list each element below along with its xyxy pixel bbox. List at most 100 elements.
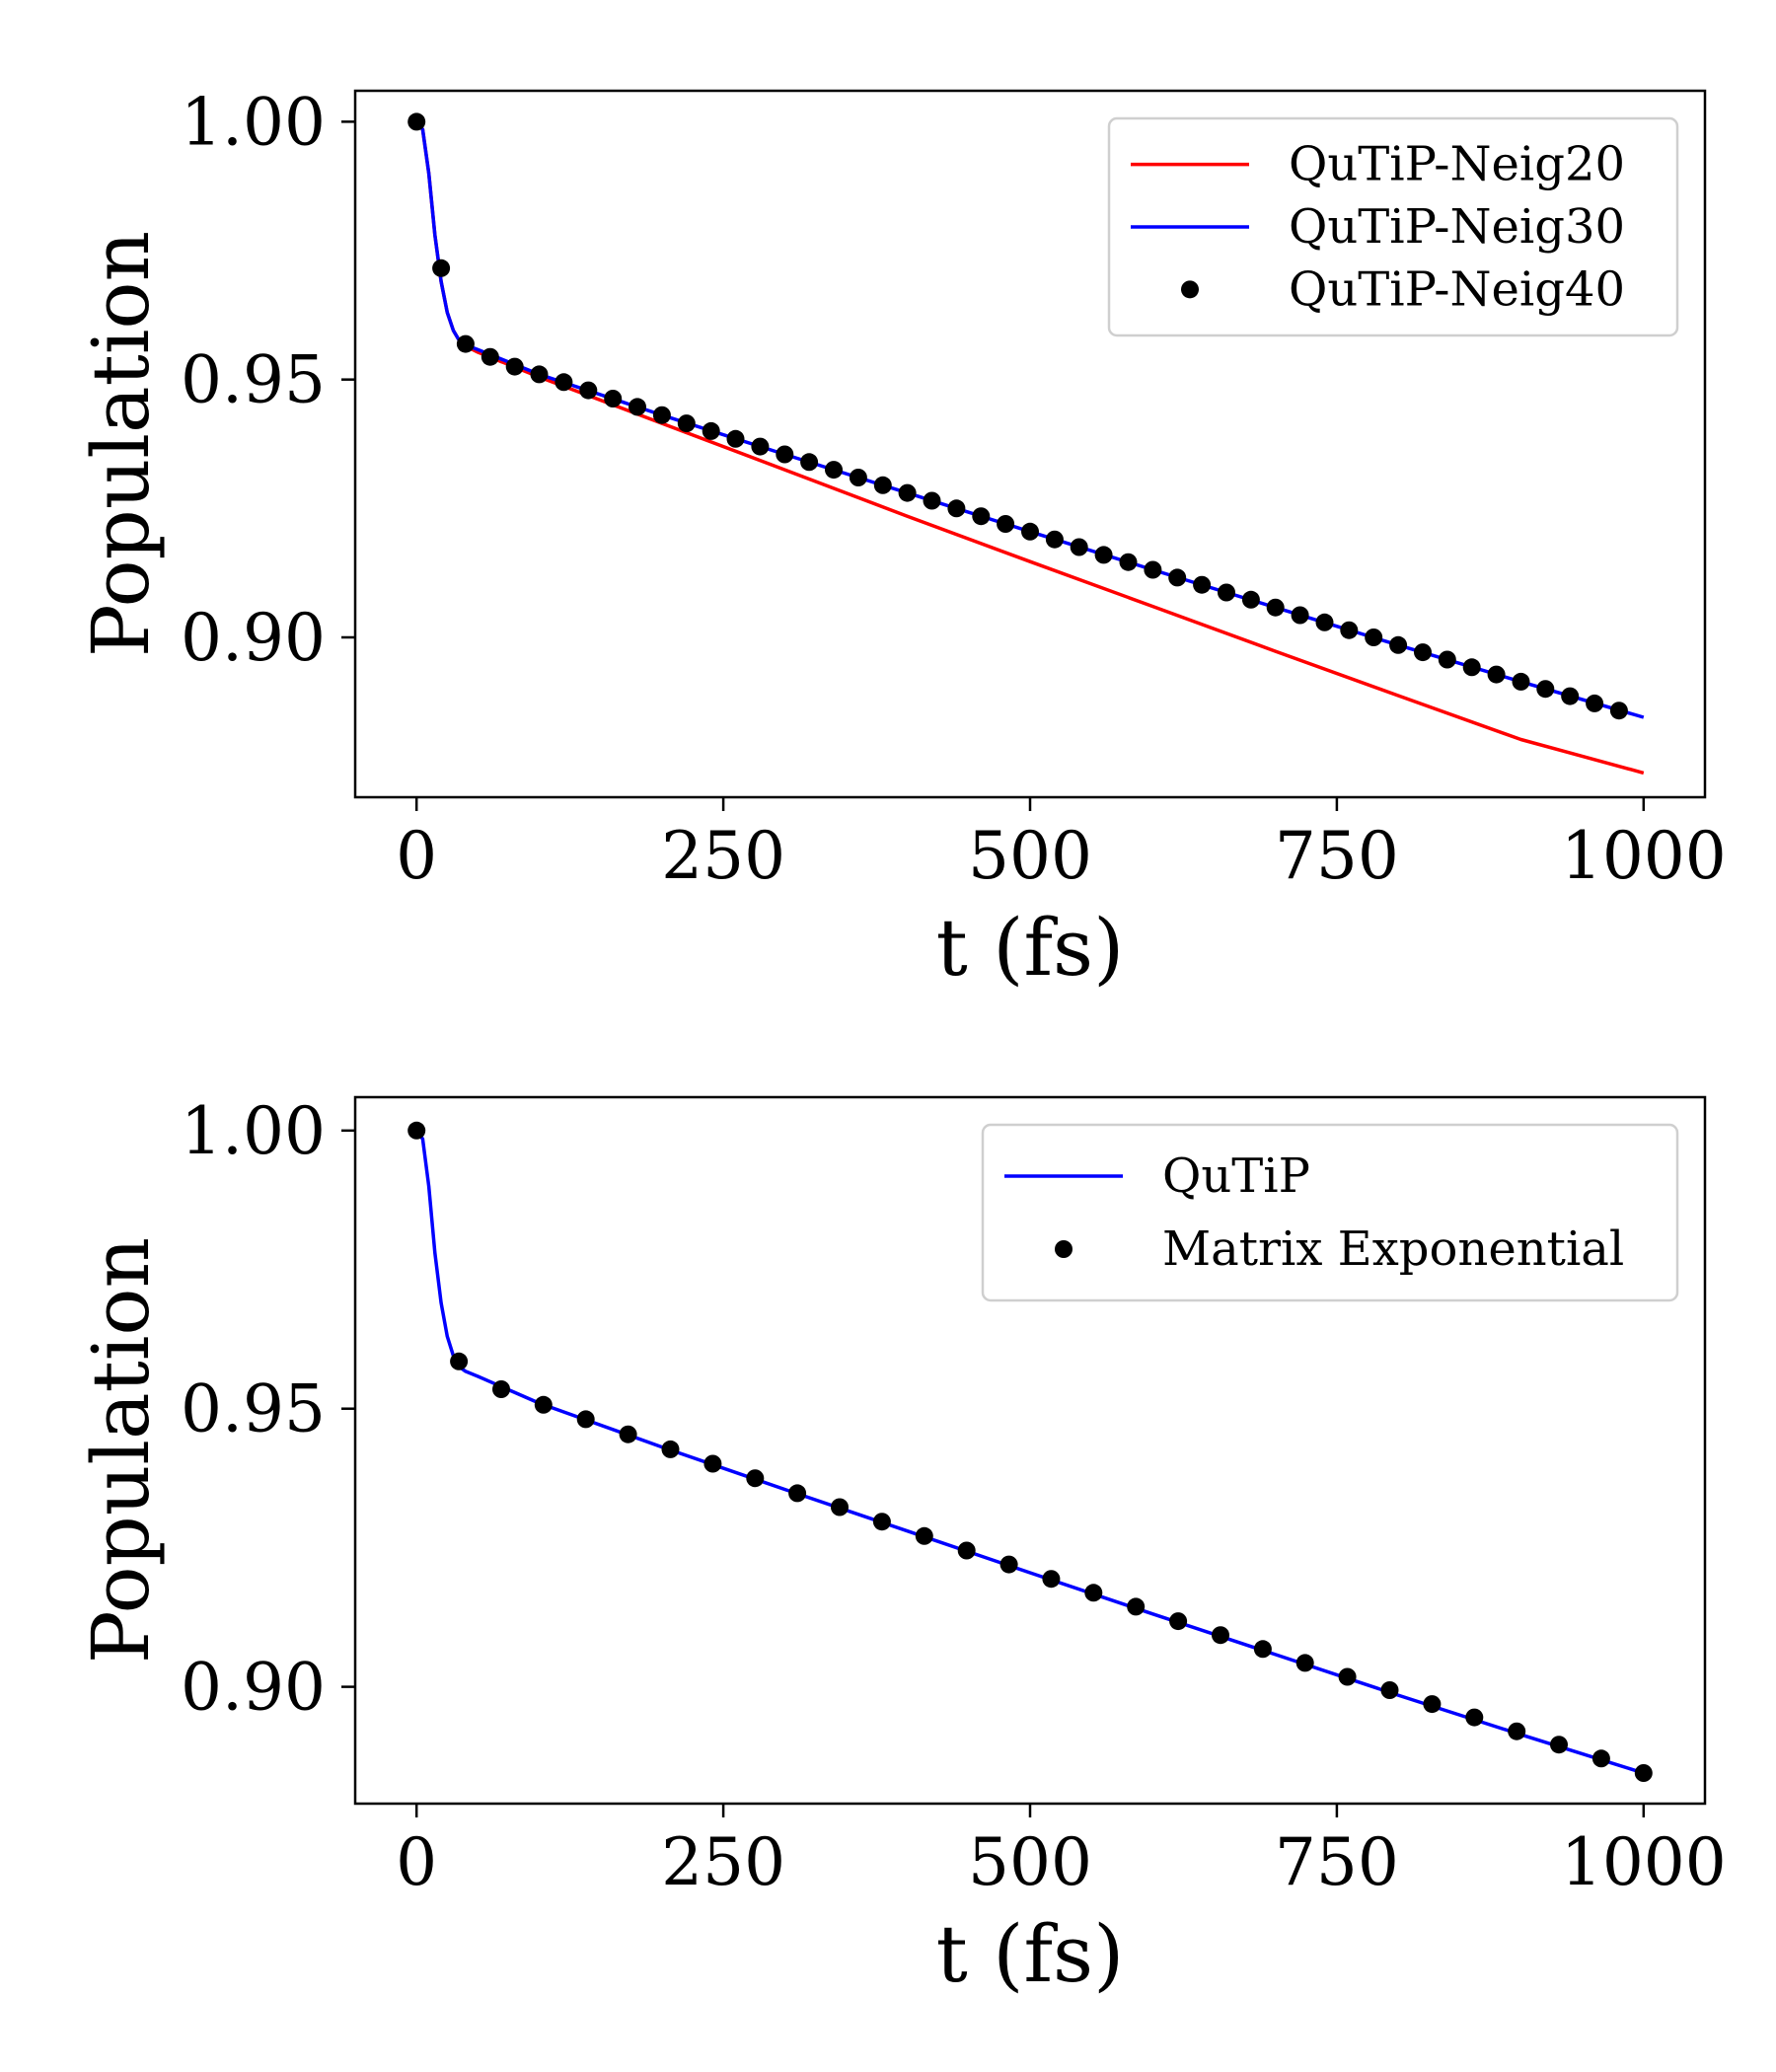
data-point bbox=[652, 406, 671, 424]
data-point bbox=[1315, 613, 1334, 631]
data-point bbox=[534, 1395, 553, 1414]
x-tick-label: 1000 bbox=[1561, 1824, 1727, 1900]
data-point bbox=[1380, 1681, 1399, 1699]
y-tick-label: 0.90 bbox=[181, 600, 326, 676]
x-tick-label: 250 bbox=[661, 818, 785, 894]
legend: QuTiP-Neig20 QuTiP-Neig30 QuTiP-Neig40 bbox=[1107, 116, 1679, 337]
legend: QuTiP Matrix Exponential bbox=[981, 1123, 1679, 1302]
data-point bbox=[1465, 1708, 1484, 1727]
x-axis-label: t (fs) bbox=[936, 902, 1125, 994]
data-point bbox=[1438, 650, 1456, 669]
data-point bbox=[1127, 1597, 1146, 1616]
data-point bbox=[677, 414, 696, 433]
data-point bbox=[1634, 1764, 1653, 1782]
data-point bbox=[776, 445, 794, 464]
data-point bbox=[1218, 583, 1235, 602]
x-tick-label: 500 bbox=[968, 818, 1092, 894]
legend-box bbox=[981, 1123, 1679, 1302]
data-point bbox=[604, 390, 623, 407]
data-point bbox=[1609, 702, 1628, 720]
data-point bbox=[1586, 694, 1604, 712]
data-point bbox=[831, 1498, 849, 1517]
data-point bbox=[619, 1425, 637, 1443]
data-point bbox=[702, 421, 720, 440]
chart-panel-1: 0 250 500 750 1000 0.90 0.95 1.00 t (fs) Populati… bbox=[75, 84, 1727, 994]
legend-box bbox=[1107, 116, 1679, 337]
data-point bbox=[579, 381, 598, 400]
data-point bbox=[972, 507, 991, 526]
y-axis-label: Population bbox=[75, 231, 167, 657]
data-point bbox=[1512, 672, 1530, 691]
y-tick-label: 0.95 bbox=[181, 1371, 326, 1447]
series-markers-matrix-exponential bbox=[407, 1121, 1653, 1782]
y-tick-label: 1.00 bbox=[181, 1093, 326, 1169]
data-point bbox=[432, 259, 451, 277]
data-point bbox=[800, 453, 819, 472]
x-tick-label: 0 bbox=[396, 818, 437, 894]
data-point bbox=[873, 476, 892, 494]
data-point bbox=[1253, 1640, 1272, 1659]
data-point bbox=[703, 1454, 722, 1473]
legend-marker-swatch bbox=[1055, 1240, 1073, 1258]
y-tick-label: 0.90 bbox=[181, 1650, 326, 1726]
y-axis-label: Population bbox=[75, 1237, 167, 1664]
data-point bbox=[1168, 568, 1187, 587]
data-point bbox=[872, 1513, 891, 1531]
data-point bbox=[898, 483, 917, 502]
data-point bbox=[1144, 560, 1162, 579]
legend-label: QuTiP-Neig30 bbox=[1289, 199, 1625, 255]
data-point bbox=[999, 1555, 1018, 1574]
data-point bbox=[1508, 1722, 1526, 1740]
data-point bbox=[1119, 553, 1138, 571]
data-point bbox=[1591, 1749, 1610, 1768]
data-point bbox=[1338, 1667, 1357, 1686]
plot-area bbox=[407, 1121, 1653, 1782]
data-point bbox=[788, 1484, 807, 1503]
data-point bbox=[1423, 1695, 1442, 1714]
data-point bbox=[1291, 606, 1309, 625]
data-point bbox=[1414, 643, 1432, 662]
y-tick-label: 1.00 bbox=[181, 84, 326, 160]
data-point bbox=[1212, 1626, 1229, 1645]
data-point bbox=[661, 1440, 680, 1458]
x-axis-label: t (fs) bbox=[936, 1908, 1125, 2000]
data-point bbox=[555, 373, 573, 392]
data-point bbox=[1169, 1612, 1188, 1631]
legend-label: QuTiP bbox=[1162, 1148, 1310, 1204]
data-point bbox=[923, 491, 941, 510]
data-point bbox=[1536, 680, 1555, 699]
data-point bbox=[915, 1526, 933, 1545]
data-point bbox=[530, 365, 549, 384]
x-tick-label: 750 bbox=[1275, 818, 1399, 894]
data-point bbox=[407, 112, 426, 131]
data-point bbox=[947, 499, 966, 518]
x-tick-label: 250 bbox=[661, 1824, 785, 1900]
data-point bbox=[1550, 1736, 1568, 1754]
data-point bbox=[481, 347, 499, 366]
x-tick-label: 750 bbox=[1275, 1824, 1399, 1900]
data-point bbox=[1094, 546, 1113, 564]
data-point bbox=[492, 1380, 510, 1398]
series-markers-qutip-neig40 bbox=[407, 112, 1628, 720]
data-point bbox=[1070, 538, 1088, 556]
data-point bbox=[1365, 629, 1383, 646]
y-tick-label: 0.95 bbox=[181, 342, 326, 418]
data-point bbox=[957, 1541, 976, 1560]
data-point bbox=[1193, 575, 1212, 594]
data-point bbox=[456, 334, 475, 353]
data-point bbox=[1462, 658, 1481, 677]
data-point bbox=[1487, 665, 1506, 684]
chart-panel-2: 0 250 500 750 1000 0.90 0.95 1.00 t (fs) Populati… bbox=[75, 1093, 1727, 2000]
data-point bbox=[1084, 1584, 1103, 1602]
data-point bbox=[1042, 1570, 1061, 1589]
data-point bbox=[450, 1352, 469, 1370]
data-point bbox=[1241, 590, 1260, 609]
legend-label: QuTiP-Neig40 bbox=[1289, 261, 1625, 317]
data-point bbox=[505, 357, 524, 376]
data-point bbox=[1021, 522, 1039, 541]
data-point bbox=[849, 469, 867, 486]
x-tick-label: 1000 bbox=[1561, 818, 1727, 894]
data-point bbox=[576, 1410, 595, 1429]
data-point bbox=[751, 437, 770, 456]
